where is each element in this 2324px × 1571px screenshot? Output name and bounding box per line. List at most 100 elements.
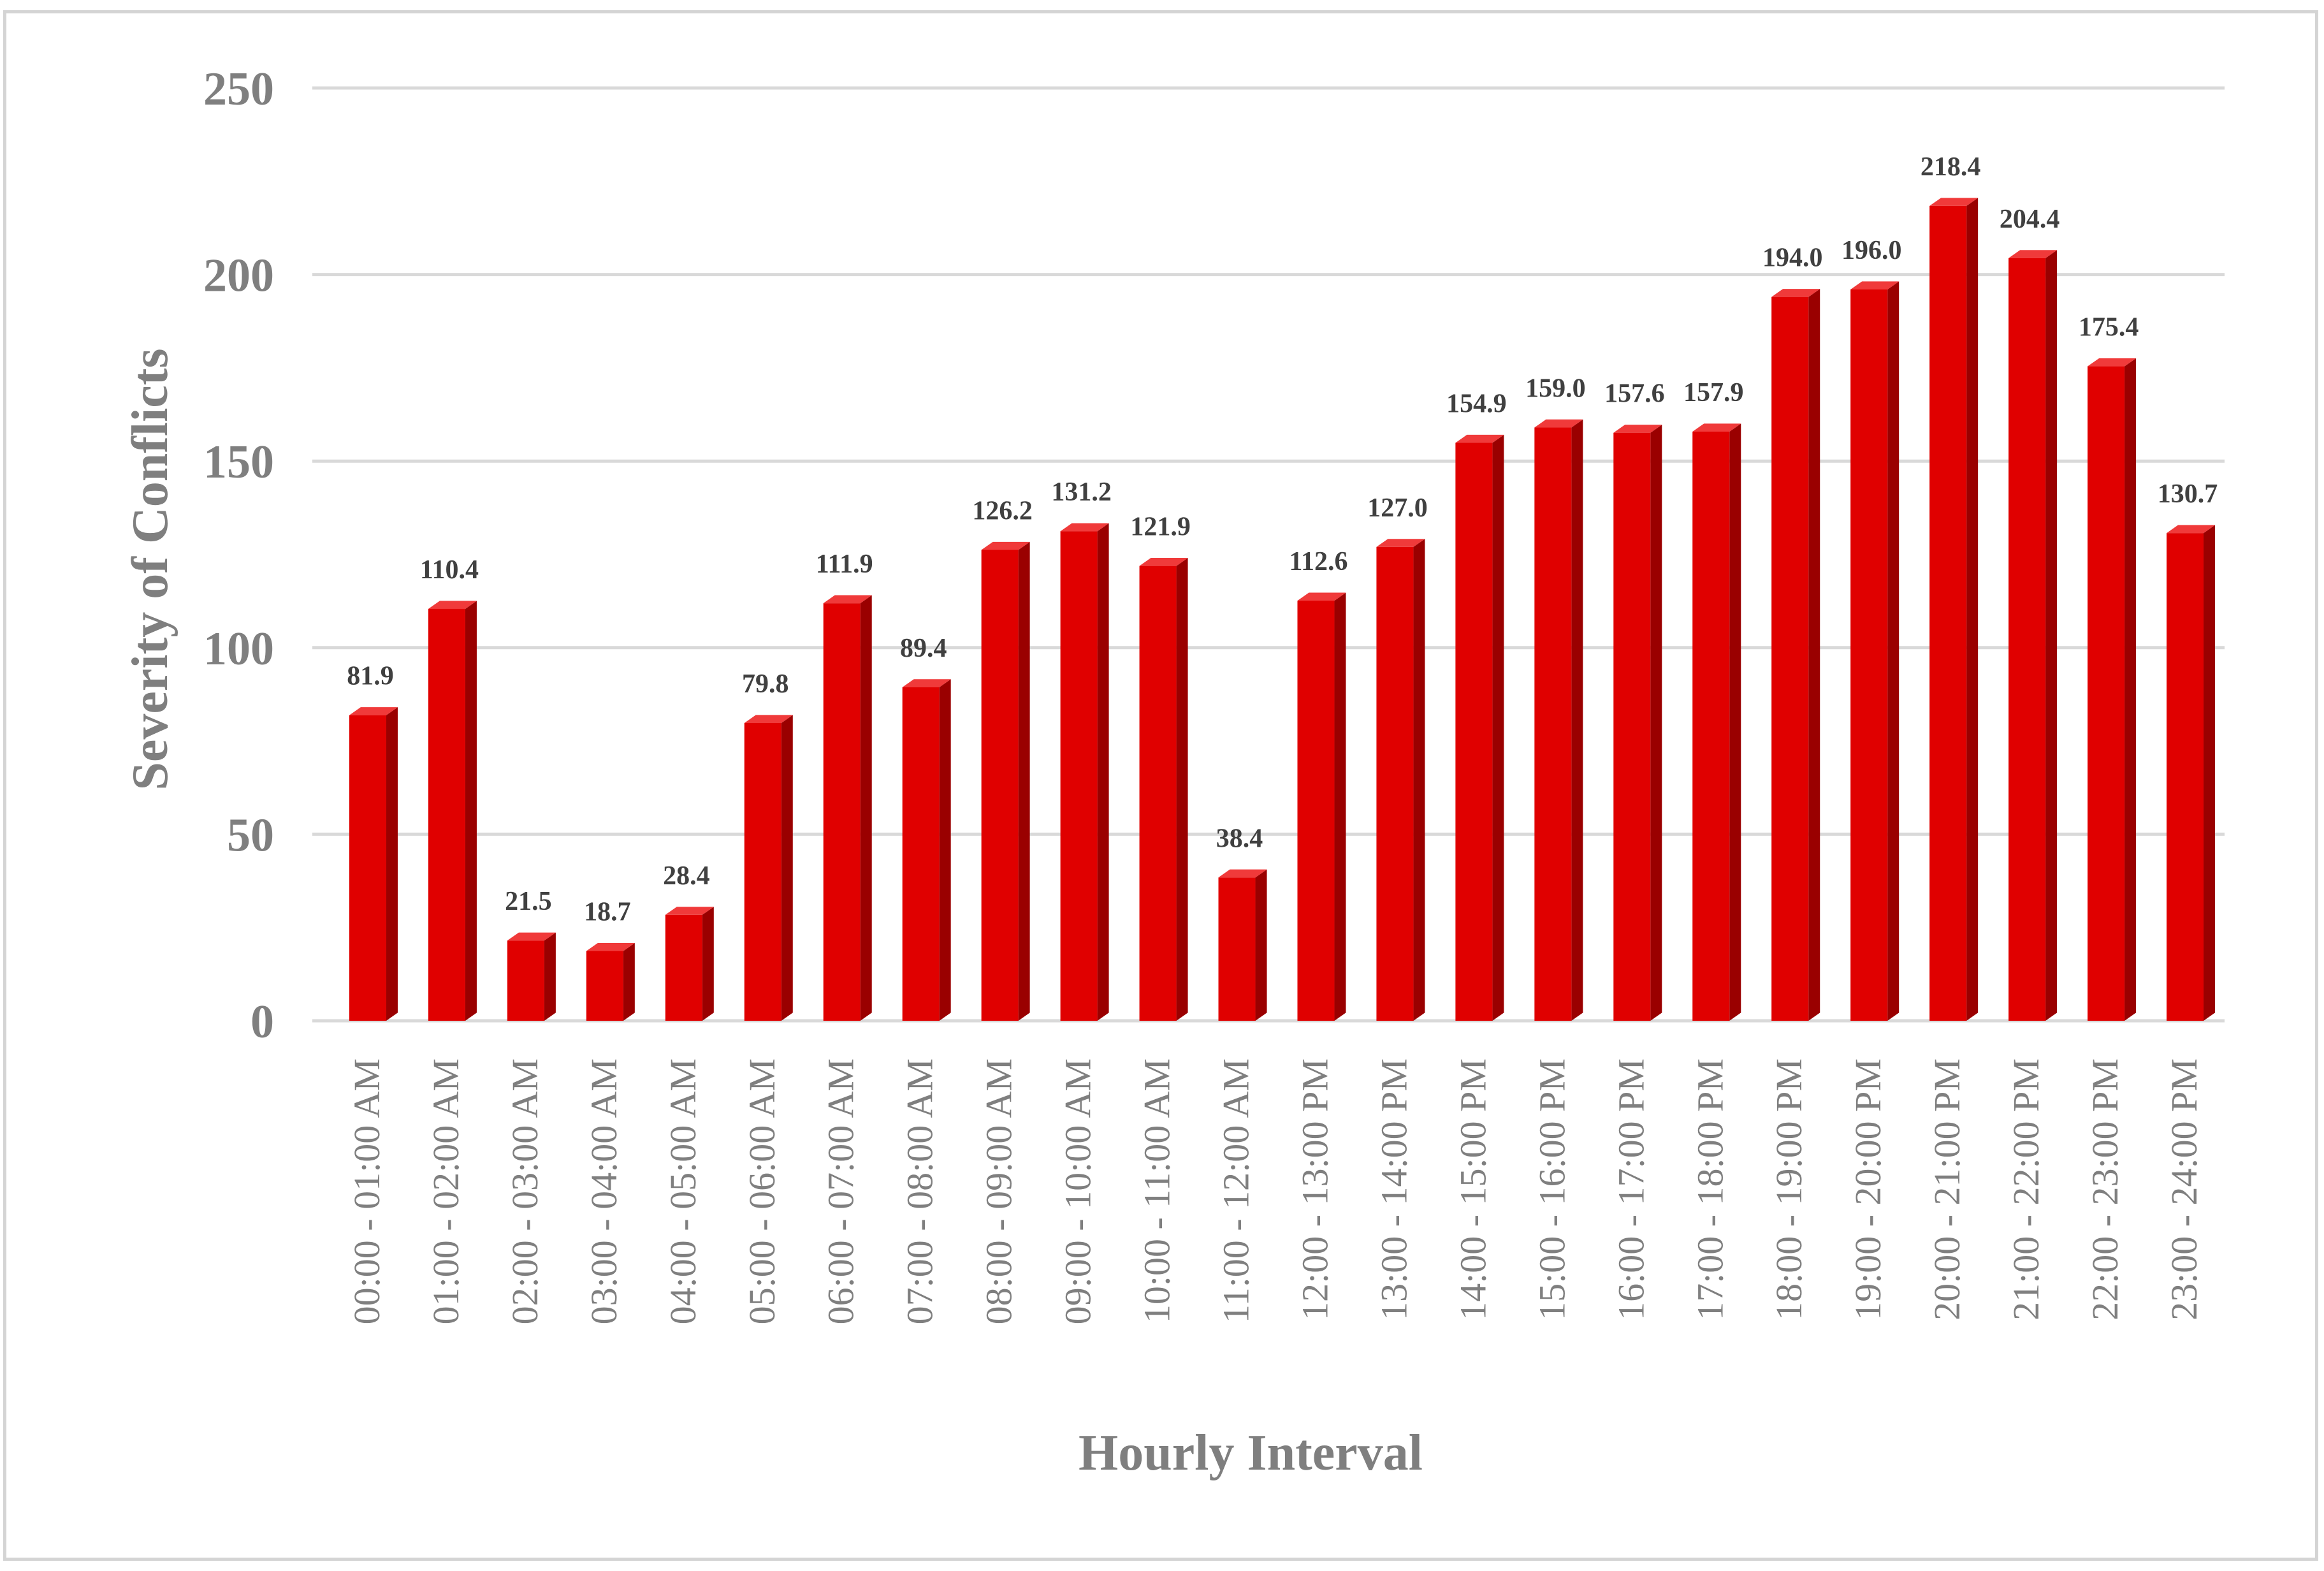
x-tick-label: 07:00 - 08:00 AM [899, 1058, 941, 1324]
data-label: 157.6 [1604, 379, 1665, 409]
bar-front [903, 687, 940, 1021]
x-tick-label: 13:00 - 14:00 PM [1373, 1058, 1414, 1320]
bar-side [702, 907, 714, 1021]
bar [1850, 281, 1899, 1021]
bar [2167, 525, 2215, 1021]
x-tick-label: 00:00 - 01:00 AM [346, 1058, 388, 1324]
bar [1692, 423, 1741, 1021]
data-label: 126.2 [972, 496, 1033, 525]
x-tick-label: 05:00 - 06:00 AM [741, 1058, 783, 1324]
bar-front [824, 603, 861, 1021]
y-tick-label: 0 [251, 996, 274, 1048]
bar-front [1061, 531, 1098, 1021]
x-tick-label: 18:00 - 19:00 PM [1768, 1058, 1810, 1320]
bar-side [465, 601, 477, 1021]
x-tick-label: 06:00 - 07:00 AM [820, 1058, 862, 1324]
bar [1140, 558, 1188, 1021]
data-label: 111.9 [816, 550, 873, 579]
data-label: 131.2 [1051, 478, 1112, 507]
bar [586, 943, 635, 1021]
bar-front [1219, 877, 1256, 1021]
y-axis-ticks: 0 50 100 150 200 250 [203, 63, 274, 1048]
x-tick-label: 04:00 - 05:00 AM [662, 1058, 704, 1324]
bar-front [2008, 258, 2045, 1021]
bar-side [2045, 250, 2057, 1021]
bar-side [1413, 539, 1425, 1021]
data-label: 196.0 [1841, 236, 1902, 265]
x-axis-ticks: 00:00 - 01:00 AM 01:00 - 02:00 AM 02:00 - … [346, 1058, 2205, 1324]
data-label: 18.7 [584, 898, 631, 927]
y-tick-label: 100 [203, 623, 274, 675]
bar-front [507, 940, 544, 1021]
bar-front [586, 951, 623, 1021]
data-label: 218.4 [1921, 152, 1981, 182]
bar-front [1534, 428, 1571, 1021]
x-axis-title: Hourly Interval [1078, 1425, 1423, 1481]
x-tick-label: 14:00 - 15:00 PM [1452, 1058, 1493, 1320]
y-tick-label: 50 [227, 809, 274, 861]
data-label: 89.4 [900, 634, 947, 663]
data-label: 175.4 [2079, 313, 2139, 342]
bar [982, 542, 1030, 1021]
y-axis-title: Severity of Conflicts [122, 348, 178, 790]
data-label: 157.9 [1683, 378, 1744, 407]
data-label: 38.4 [1216, 824, 1263, 853]
x-tick-label: 22:00 - 23:00 PM [2084, 1058, 2126, 1320]
bar-side [1492, 435, 1504, 1021]
x-tick-label: 19:00 - 20:00 PM [1847, 1058, 1889, 1320]
bar-side [781, 715, 793, 1021]
bar [1613, 425, 1662, 1021]
x-tick-label: 10:00 - 11:00 AM [1137, 1058, 1178, 1323]
y-tick-label: 200 [203, 250, 274, 302]
data-label: 110.4 [420, 555, 479, 585]
bar-front [1455, 443, 1492, 1021]
bar-side [1019, 542, 1030, 1021]
bar-side [861, 596, 872, 1021]
x-tick-label: 15:00 - 16:00 PM [1531, 1058, 1572, 1320]
bar-front [982, 550, 1019, 1021]
data-label: 81.9 [347, 662, 394, 691]
bar [428, 601, 477, 1021]
bar-front [1613, 433, 1650, 1021]
bar-side [1177, 558, 1188, 1021]
data-label: 204.4 [2000, 205, 2060, 234]
bar [1061, 523, 1109, 1021]
bar-front [1692, 432, 1729, 1021]
bar-side [1098, 523, 1109, 1021]
bar-side [1729, 423, 1741, 1021]
data-label: 130.7 [2158, 479, 2218, 509]
data-label: 21.5 [505, 887, 552, 916]
data-label: 112.6 [1289, 547, 1347, 576]
bar-front [349, 715, 386, 1021]
bar-side [1334, 592, 1346, 1021]
x-tick-label: 23:00 - 24:00 PM [2163, 1058, 2205, 1320]
data-label: 28.4 [663, 861, 710, 891]
x-tick-label: 20:00 - 21:00 PM [1926, 1058, 1968, 1320]
x-tick-label: 11:00 - 12:00 AM [1216, 1058, 1257, 1323]
bar-side [386, 707, 398, 1021]
bar-front [428, 609, 465, 1021]
bar-side [1966, 198, 1978, 1021]
bar [903, 679, 951, 1021]
data-label: 194.0 [1762, 244, 1823, 273]
bar-front [1297, 601, 1334, 1021]
bar [824, 596, 872, 1021]
bar-front [744, 723, 781, 1021]
bar-front [1850, 289, 1887, 1021]
bar-side [1887, 281, 1899, 1021]
data-label: 127.0 [1367, 493, 1428, 523]
bar-side [940, 679, 951, 1021]
bar [507, 933, 556, 1021]
bar [1771, 289, 1820, 1021]
bar-side [1571, 420, 1583, 1021]
bar-side [2124, 358, 2136, 1021]
bar [1376, 539, 1425, 1021]
bar-side [623, 943, 635, 1021]
bar [1534, 420, 1583, 1021]
bar-front [1376, 547, 1413, 1021]
bar-front [1140, 566, 1177, 1021]
bar-side [2204, 525, 2215, 1021]
x-tick-label: 09:00 - 10:00 AM [1057, 1058, 1099, 1324]
bar-side [1650, 425, 1662, 1021]
